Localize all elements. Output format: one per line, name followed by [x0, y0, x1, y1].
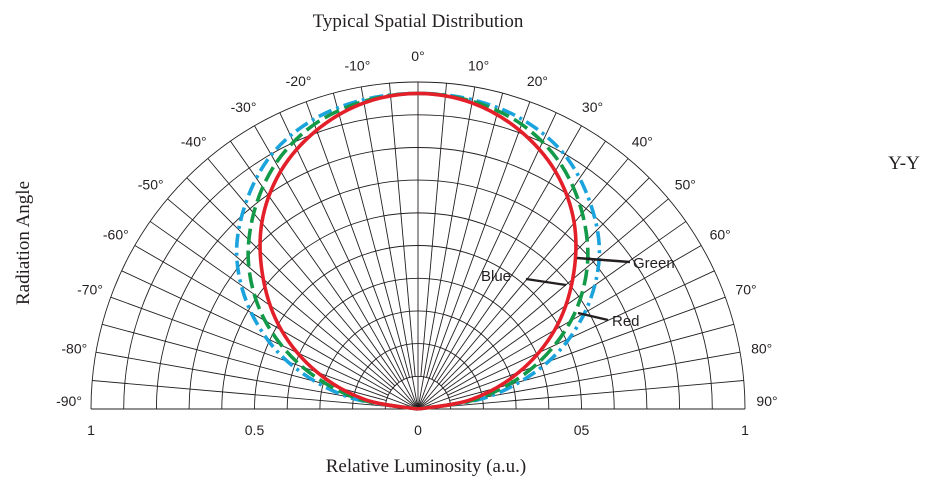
angle-tick-label: -90° — [56, 393, 82, 409]
grid-spoke — [333, 93, 409, 377]
side-label-y-y: Y-Y — [888, 153, 920, 174]
angle-tick-label: -60° — [103, 227, 129, 243]
angle-tick-label: -50° — [138, 177, 164, 193]
annotation-label-green: Green — [633, 255, 675, 272]
grid-spoke — [432, 113, 556, 380]
radial-tick-label: 0 — [414, 422, 422, 438]
angle-tick-label: 0° — [411, 48, 424, 64]
angle-tick-label: 60° — [710, 227, 731, 243]
grid-spoke — [122, 271, 389, 395]
angle-tick-label: 30° — [582, 99, 603, 115]
angle-tick-label: -10° — [344, 57, 370, 73]
angle-tick-label: 50° — [675, 177, 696, 193]
angle-tick-label: 80° — [751, 340, 772, 356]
angle-tick-label: -40° — [181, 134, 207, 150]
angle-tick-label: 90° — [756, 393, 777, 409]
angle-tick-label: 10° — [468, 57, 489, 73]
chart-title: Typical Spatial Distribution — [313, 11, 524, 32]
grid-spoke — [448, 271, 715, 395]
y-axis-label: Radiation Angle — [13, 181, 34, 305]
grid-spoke — [426, 93, 502, 377]
annotation-label-blue: Blue — [481, 268, 511, 285]
radial-tick-label: 05 — [574, 422, 590, 438]
angle-tick-label: 40° — [632, 134, 653, 150]
angle-tick-label: -30° — [231, 99, 257, 115]
radial-tick-label: 1 — [87, 422, 95, 438]
radial-tick-labels: 1 0.5 0 05 1 — [87, 422, 749, 438]
polar-grid — [91, 82, 745, 409]
annotation-leader-blue — [526, 279, 566, 285]
radial-tick-label: 1 — [741, 422, 749, 438]
angle-tick-label: -20° — [286, 73, 312, 89]
grid-spoke — [280, 113, 404, 380]
angle-tick-label: 20° — [527, 73, 548, 89]
angle-tick-label: -80° — [61, 340, 87, 356]
angle-tick-label: -70° — [77, 282, 103, 298]
angle-tick-label: 70° — [735, 282, 756, 298]
annotation-leader-green — [577, 258, 630, 262]
grid-spoke — [437, 141, 606, 382]
series-annotations: Green Blue Red — [481, 255, 675, 330]
grid-spoke — [421, 83, 447, 376]
radial-tick-label: 0.5 — [245, 422, 265, 438]
angle-tick-labels: -90° -80° -70° -60° -50° -40° -30° -20° -10° 0° 10… — [56, 48, 778, 409]
grid-spoke — [390, 83, 416, 376]
annotation-label-red: Red — [612, 313, 640, 330]
x-axis-label: Relative Luminosity (a.u.) — [326, 456, 527, 477]
